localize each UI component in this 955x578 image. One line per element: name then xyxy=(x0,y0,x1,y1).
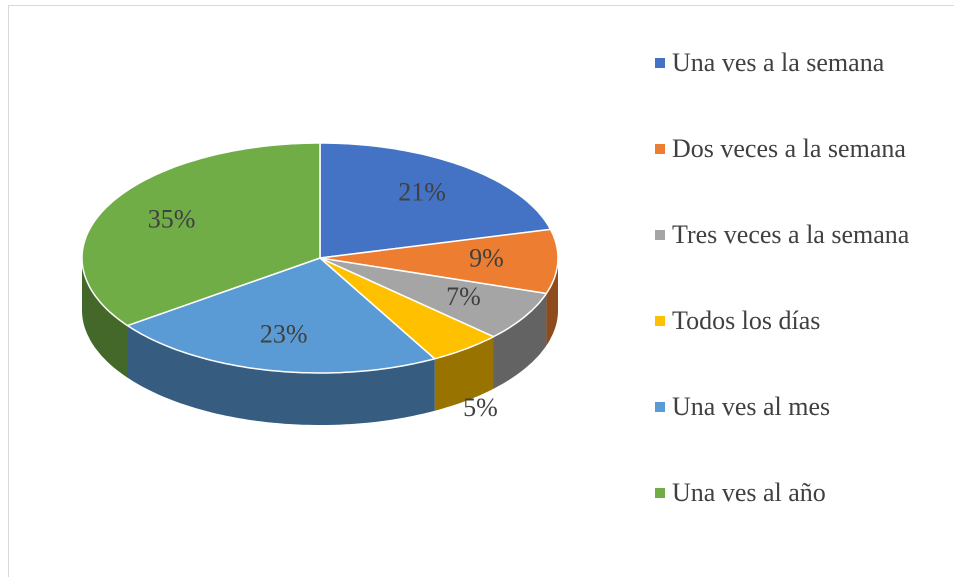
slice-side xyxy=(82,258,128,378)
legend-item: Una ves al mes xyxy=(655,390,922,424)
data-label: 7% xyxy=(446,282,481,311)
legend-swatch xyxy=(655,58,665,68)
slice-side-shade xyxy=(127,325,435,425)
slice xyxy=(319,257,548,338)
data-label: 21% xyxy=(398,177,446,206)
legend-label: Una ves al año xyxy=(672,478,826,507)
data-label: 9% xyxy=(469,243,504,272)
legend-item: Una ves a la semana xyxy=(655,46,922,80)
legend-label: Dos veces a la semana xyxy=(672,134,906,163)
legend-swatch xyxy=(655,230,665,240)
slice-side xyxy=(546,258,558,346)
legend-label: Una ves al mes xyxy=(672,392,831,421)
legend-swatch xyxy=(655,144,665,154)
slice xyxy=(319,257,495,360)
legend-item: Una ves al año xyxy=(655,476,922,510)
data-label: 23% xyxy=(260,320,308,349)
slice-side-shade xyxy=(82,258,128,378)
legend-swatch xyxy=(655,316,665,326)
legend-label: Tres veces a la semana xyxy=(672,220,910,249)
data-label: 5% xyxy=(463,393,498,422)
slice xyxy=(319,228,559,295)
slice xyxy=(81,142,321,327)
slice xyxy=(126,257,436,374)
slice-side-shade xyxy=(493,293,547,389)
slice-side-shade xyxy=(546,258,558,346)
legend-item: Dos veces a la semana xyxy=(655,132,922,166)
legend-swatch xyxy=(655,402,665,412)
slice xyxy=(319,142,552,259)
slice-side xyxy=(493,293,547,389)
slice-side xyxy=(127,325,435,425)
data-label: 35% xyxy=(148,204,196,233)
legend-item: Tres veces a la semana xyxy=(655,218,922,252)
chart-frame xyxy=(8,5,954,577)
legend-item: Todos los días xyxy=(655,304,922,338)
legend-swatch xyxy=(655,488,665,498)
legend-label: Una ves a la semana xyxy=(672,48,885,77)
legend-label: Todos los días xyxy=(672,306,821,335)
